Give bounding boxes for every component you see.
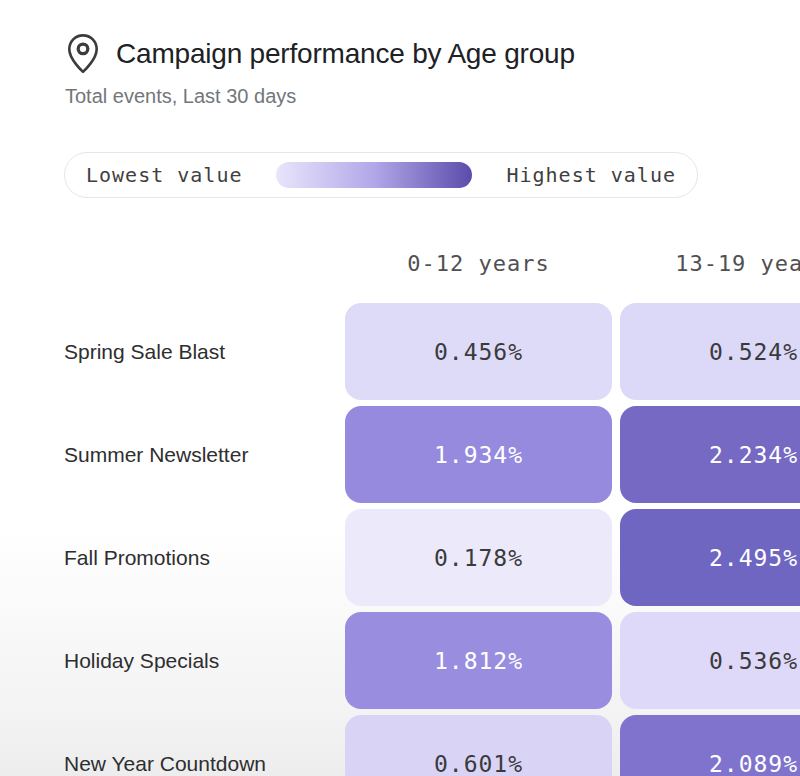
column-header: 13-19 years [620,251,800,276]
chart-header: Campaign performance by Age group [64,33,575,75]
heatmap-cell[interactable]: 0.524% [620,303,800,400]
heatmap-cell[interactable]: 0.601% [345,715,612,776]
heatmap-card: Campaign performance by Age group Total … [0,0,800,776]
heatmap-cell[interactable]: 0.178% [345,509,612,606]
row-label: New Year Countdown [64,715,332,776]
chart-subtitle: Total events, Last 30 days [65,85,296,108]
column-header: 0-12 years [345,251,612,276]
heatmap-cell[interactable]: 1.812% [345,612,612,709]
legend-high-label: Highest value [506,163,676,187]
page-title: Campaign performance by Age group [116,38,575,70]
location-pin-icon [64,33,102,75]
heatmap-cell[interactable]: 2.495% [620,509,800,606]
row-label: Summer Newsletter [64,406,332,503]
legend-low-label: Lowest value [86,163,243,187]
heatmap-cell[interactable]: 0.536% [620,612,800,709]
row-label: Fall Promotions [64,509,332,606]
row-label: Spring Sale Blast [64,303,332,400]
row-label: Holiday Specials [64,612,332,709]
heatmap-cell[interactable]: 2.089% [620,715,800,776]
heatmap-cell[interactable]: 2.234% [620,406,800,503]
legend-gradient-bar [276,162,472,188]
color-legend: Lowest value Highest value [64,152,698,198]
heatmap-cell[interactable]: 0.456% [345,303,612,400]
heatmap-cell[interactable]: 1.934% [345,406,612,503]
